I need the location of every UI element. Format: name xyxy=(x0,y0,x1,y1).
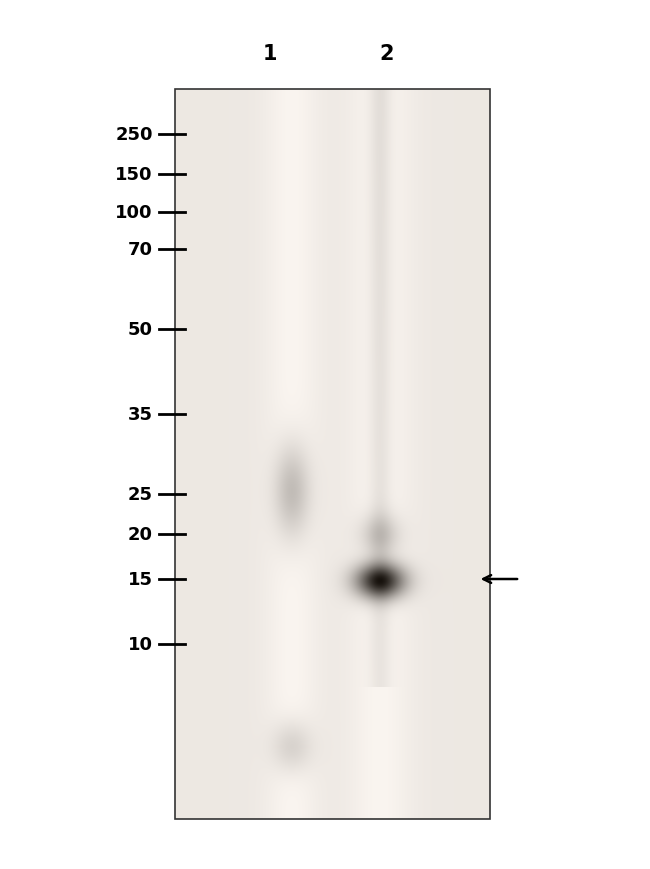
Text: 70: 70 xyxy=(128,241,153,259)
Text: 50: 50 xyxy=(128,321,153,339)
Text: 2: 2 xyxy=(380,44,394,63)
Text: 100: 100 xyxy=(115,203,153,222)
Text: 250: 250 xyxy=(115,126,153,144)
Text: 150: 150 xyxy=(115,166,153,183)
Text: 15: 15 xyxy=(128,570,153,588)
Text: 10: 10 xyxy=(128,635,153,653)
Text: 35: 35 xyxy=(128,406,153,423)
Text: 25: 25 xyxy=(128,486,153,503)
Text: 1: 1 xyxy=(263,44,277,63)
Bar xyxy=(175,90,490,819)
Text: 20: 20 xyxy=(128,526,153,543)
